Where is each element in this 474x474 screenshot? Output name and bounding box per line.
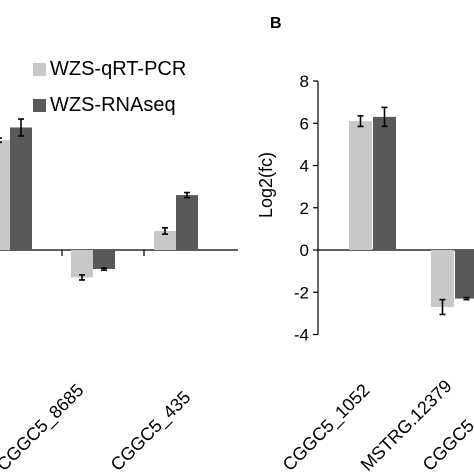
y-tick-label: 6 xyxy=(300,114,309,133)
legend-label: WZS-qRT-PCR xyxy=(50,58,186,80)
bar xyxy=(373,116,396,250)
legend-swatch xyxy=(33,99,46,112)
x-tick-label: CGGC5_8685 xyxy=(0,380,88,474)
x-tick-label: CGGC5_435 xyxy=(107,387,195,474)
y-tick-label: 0 xyxy=(300,241,309,260)
bar xyxy=(349,121,372,250)
bar xyxy=(71,250,93,278)
y-tick-label: 4 xyxy=(300,157,309,176)
x-tick-label: CGGC5 xyxy=(419,415,474,474)
bar xyxy=(10,127,32,250)
y-tick-label: -4 xyxy=(294,326,309,345)
y-tick-label: -2 xyxy=(294,283,309,302)
legend-swatch xyxy=(33,63,46,76)
y-tick-label: 2 xyxy=(300,199,309,218)
legend: WZS-qRT-PCR WZS-RNAseq xyxy=(33,58,186,116)
y-axis-label: Log2(fc) xyxy=(256,152,276,218)
bar xyxy=(0,140,10,250)
bar xyxy=(154,230,176,250)
legend-label: WZS-RNAseq xyxy=(50,94,176,116)
bar xyxy=(431,250,454,308)
panel-label: B xyxy=(270,15,282,32)
bar xyxy=(455,250,474,299)
panel-b: 86420-2-4CGGC5_1052MSTRG.12379CGGC5Log2(… xyxy=(256,15,474,474)
bar xyxy=(176,195,198,250)
y-tick-label: 8 xyxy=(300,72,309,91)
bar xyxy=(93,250,115,270)
